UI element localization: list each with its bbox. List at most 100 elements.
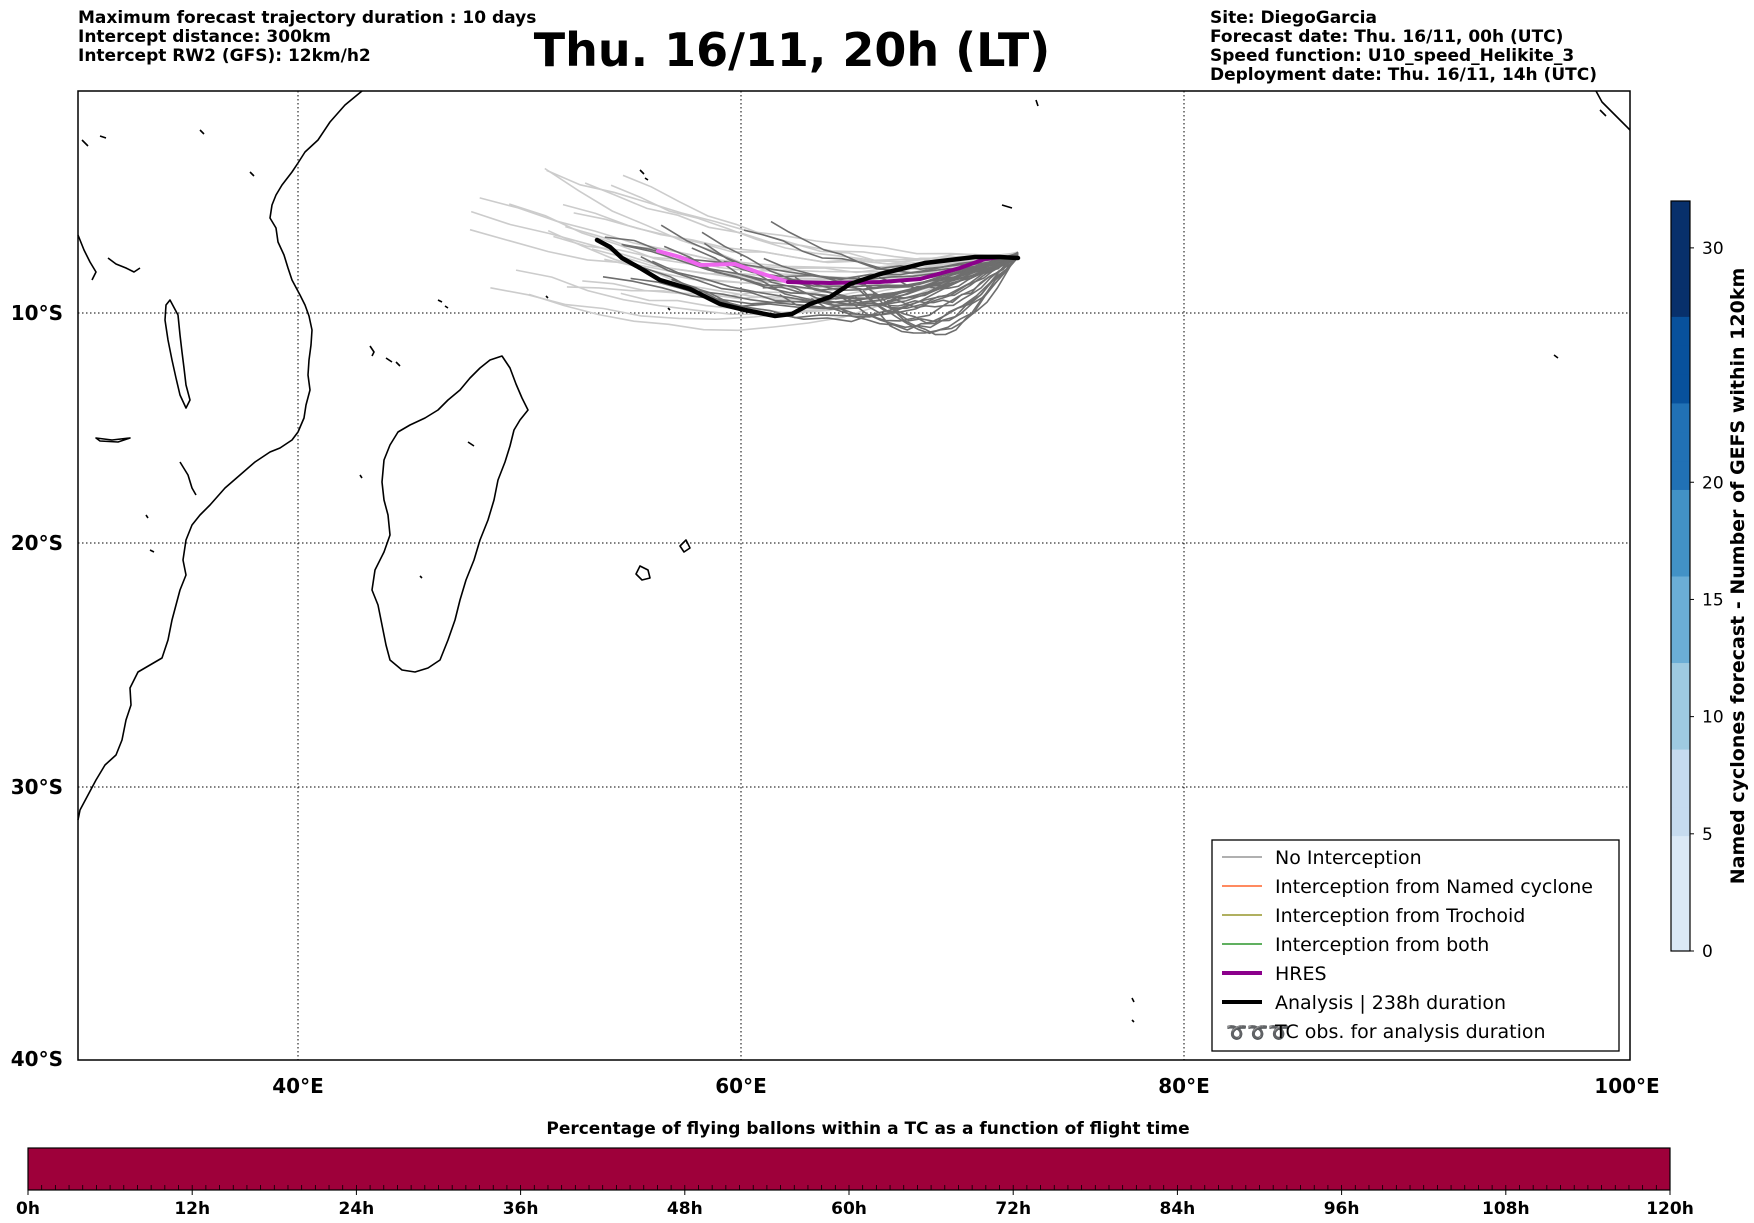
colorbar-bottom-title: Percentage of flying ballons within a TC… — [546, 1119, 1189, 1139]
colorbar-bottom-tick-label: 0h — [16, 1199, 40, 1219]
colorbar-right-cell — [1671, 201, 1690, 231]
colorbar-right-cell — [1671, 518, 1690, 548]
legend-swatch-tc-obs-icon: ➰➰➰ — [1226, 1023, 1290, 1043]
coastline-comoros — [369, 345, 475, 447]
coastline-madagascar — [371, 355, 529, 673]
site-text: Site: DiegoGarcia — [1210, 8, 1377, 28]
colorbar-right-cell — [1671, 893, 1690, 923]
colorbar-bottom: Percentage of flying ballons within a TC… — [16, 1119, 1694, 1219]
colorbar-right-tick-label: 30 — [1702, 239, 1724, 259]
colorbar-right-cells — [1671, 201, 1690, 952]
colorbar-bottom-tick-label: 60h — [831, 1199, 867, 1219]
colorbar-right-frame — [1670, 200, 1691, 952]
coastline-reunion — [679, 539, 691, 553]
colorbar-right-cell — [1671, 922, 1690, 952]
colorbar-bottom-tick-label: 72h — [995, 1199, 1031, 1219]
header-left-info: Maximum forecast trajectory duration : 1… — [78, 9, 536, 66]
lon-label-40e: 40°E — [272, 1074, 324, 1098]
page-title: Thu. 16/11, 20h (LT) — [533, 23, 1051, 77]
colorbar-right-cell — [1671, 258, 1690, 289]
colorbar-bottom-ticks: 0h 12h 24h 36h 48h 60h 72h 84h 96h 108h 120h — [16, 1190, 1694, 1219]
legend-label-analysis-238h-duration: Analysis | 238h duration — [1275, 992, 1506, 1014]
legend-box — [1211, 839, 1620, 1052]
colorbar-right-cell — [1671, 691, 1690, 721]
colorbar-right-label: Named cyclones forecast - Number of GEFS… — [1727, 268, 1749, 885]
colorbar-bottom-tick-label: 36h — [503, 1199, 539, 1219]
ensemble-trajectory-light — [546, 169, 1019, 256]
coastline-lake-malawi — [164, 299, 191, 409]
ensemble-trajectory-dark — [878, 256, 1019, 290]
map-panel: 10°S 20°S 30°S 40°S 40°E 60°E 80°E 100°E… — [11, 90, 1660, 1098]
colorbar-right-cell — [1671, 633, 1690, 664]
map-frame — [77, 90, 1631, 1061]
colorbar-bottom-tick-label: 120h — [1646, 1199, 1694, 1219]
colorbar-bottom-bar — [27, 1147, 1671, 1191]
coastline-africa-north — [77, 234, 141, 281]
lat-label-20s: 20°S — [11, 531, 63, 555]
colorbar-right-cell — [1671, 777, 1690, 808]
colorbar-right-cell — [1671, 835, 1690, 865]
lat-label-40s: 40°S — [11, 1047, 63, 1071]
colorbar-right-tick-label: 5 — [1702, 825, 1713, 845]
legend-label-interception-from-both: Interception from both — [1275, 934, 1489, 956]
colorbar-right-cell — [1671, 229, 1690, 260]
colorbar-bottom-tick-label: 48h — [667, 1199, 703, 1219]
colorbar-right-cell — [1671, 720, 1690, 750]
colorbar-bottom-tick-label: 24h — [339, 1199, 375, 1219]
colorbar-bottom-tick-label: 96h — [1324, 1199, 1360, 1219]
colorbar-bottom-tick-label: 12h — [174, 1199, 210, 1219]
legend-label-hres: HRES — [1275, 963, 1327, 985]
colorbar-right-cell — [1671, 576, 1690, 606]
colorbar-right-cell — [1671, 547, 1690, 577]
intercept-distance-text: Intercept distance: 300km — [78, 27, 331, 47]
colorbar-right-cell — [1671, 604, 1690, 635]
colorbar-right-cell — [1671, 749, 1690, 779]
hres-trajectory-early — [656, 249, 790, 284]
legend-label-tc-obs-for-analysis-duration: TC obs. for analysis duration — [1274, 1021, 1546, 1043]
lon-label-60e: 60°E — [715, 1074, 767, 1098]
coastline-lake-detail — [95, 437, 197, 496]
colorbar-right-cell — [1671, 431, 1690, 462]
colorbar-right-cell — [1671, 460, 1690, 490]
colorbar-bottom-tick-label: 108h — [1482, 1199, 1530, 1219]
colorbar-right-tick-label: 20 — [1702, 473, 1724, 493]
lon-label-80e: 80°E — [1158, 1074, 1210, 1098]
colorbar-right-cell — [1671, 345, 1690, 375]
legend: No Interception Interception from Named c… — [1211, 839, 1620, 1052]
colorbar-right-cell — [1671, 489, 1690, 519]
ensemble-trajectory-dark — [810, 252, 1019, 322]
colorbar-right-tick-label: 10 — [1702, 708, 1724, 728]
colorbar-bottom-minor-ticks — [27, 1185, 1671, 1190]
deployment-date-text: Deployment date: Thu. 16/11, 14h (UTC) — [1210, 65, 1597, 85]
ensemble-trajectory-dark — [856, 251, 1019, 324]
colorbar-bottom-tick-label: 84h — [1160, 1199, 1196, 1219]
colorbar-right-cell — [1671, 864, 1690, 894]
lon-label-100e: 100°E — [1594, 1074, 1659, 1098]
intercept-rw2-text: Intercept RW2 (GFS): 12km/h2 — [78, 46, 371, 66]
colorbar-right: 0 5 10 15 20 30 Named cyclones forecast - Num… — [1670, 200, 1749, 962]
colorbar-right-ticks: 0 5 10 15 20 30 — [1690, 239, 1724, 962]
ensemble-trajectory-dark — [824, 251, 1019, 331]
legend-label-interception-from-named-cyclone: Interception from Named cyclone — [1275, 876, 1593, 898]
colorbar-right-cell — [1671, 662, 1690, 692]
colorbar-right-cell — [1671, 374, 1690, 404]
colorbar-right-cell — [1671, 402, 1690, 433]
colorbar-right-cell — [1671, 287, 1690, 317]
legend-label-no-interception: No Interception — [1275, 847, 1422, 869]
coastline-africa-east — [77, 90, 363, 821]
ensemble-trajectory-light — [479, 197, 1019, 270]
coastline-mauritius — [635, 565, 651, 581]
ensemble-trajectory-dark — [842, 256, 1019, 329]
header-right-info: Site: DiegoGarcia Forecast date: Thu. 16… — [1210, 9, 1597, 85]
analysis-trajectory — [594, 237, 1021, 319]
speed-function-text: Speed function: U10_speed_Helikite_3 — [1210, 46, 1575, 66]
lat-label-30s: 30°S — [11, 775, 63, 799]
forecast-date-text: Forecast date: Thu. 16/11, 00h (UTC) — [1210, 27, 1564, 47]
ensemble-trajectory-light — [469, 228, 1019, 284]
colorbar-right-tick-label: 0 — [1702, 942, 1713, 962]
trajectory-lines — [469, 167, 1019, 336]
coastline-sumatra — [1595, 90, 1631, 131]
coastline-top-islands — [81, 99, 1607, 177]
lat-label-10s: 10°S — [11, 301, 63, 325]
